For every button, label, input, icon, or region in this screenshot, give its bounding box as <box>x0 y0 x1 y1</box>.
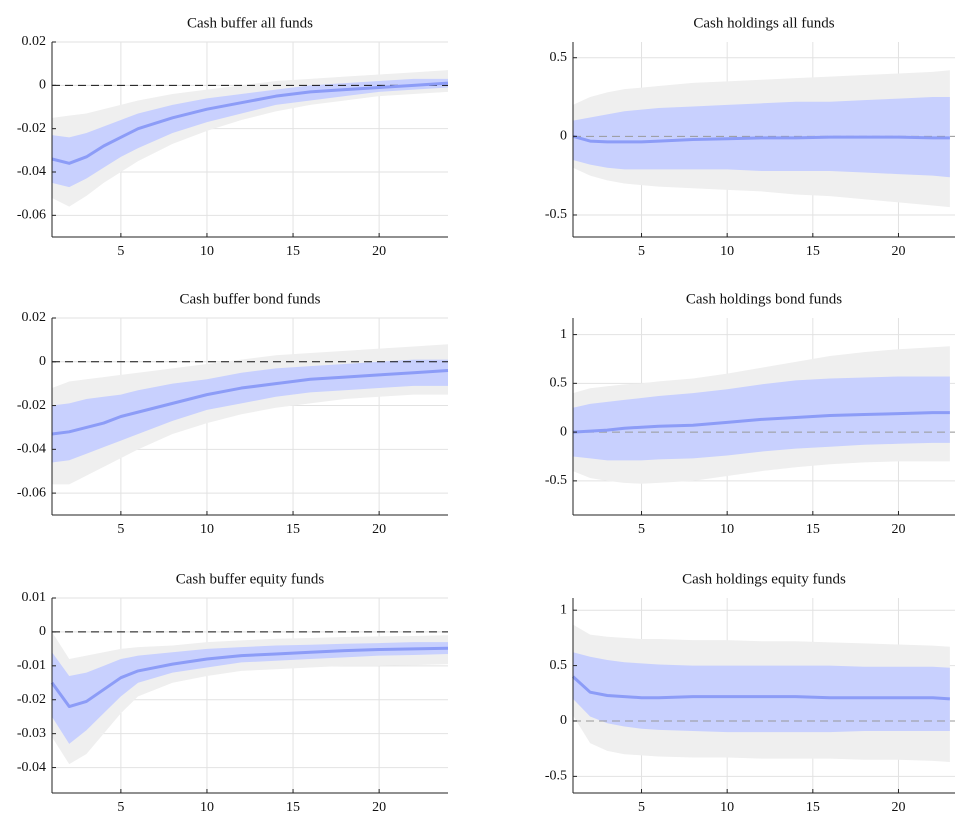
x-tick-label: 20 <box>891 800 905 815</box>
chart-title: Cash holdings all funds <box>693 15 834 31</box>
y-tick-label: -0.5 <box>545 473 567 488</box>
y-tick-label: -0.03 <box>17 726 46 741</box>
x-tick-label: 10 <box>720 800 734 815</box>
y-tick-label: 0.02 <box>22 310 47 325</box>
y-tick-label: 1 <box>560 602 567 617</box>
x-tick-label: 15 <box>806 522 820 537</box>
x-tick-label: 5 <box>638 800 645 815</box>
x-tick-label: 15 <box>806 800 820 815</box>
median-line <box>572 411 950 434</box>
x-tick-label: 5 <box>117 800 124 815</box>
chart-title: Cash buffer bond funds <box>180 291 321 307</box>
y-tick-label: -0.02 <box>17 121 46 136</box>
x-tick-label: 20 <box>891 522 905 537</box>
y-tick-label: -0.04 <box>17 164 46 179</box>
x-tick-label: 10 <box>720 522 734 537</box>
x-tick-label: 5 <box>638 522 645 537</box>
median-line <box>51 81 449 165</box>
x-tick-label: 10 <box>200 244 214 259</box>
x-tick-label: 5 <box>638 244 645 259</box>
x-tick-label: 15 <box>286 244 300 259</box>
y-tick-label: 0 <box>560 424 567 439</box>
y-tick-label: -0.02 <box>17 398 46 413</box>
x-tick-label: 15 <box>286 800 300 815</box>
y-tick-label: -0.02 <box>17 692 46 707</box>
x-tick-label: 10 <box>200 522 214 537</box>
y-tick-label: 0.02 <box>22 34 47 49</box>
median-line <box>50 646 449 709</box>
confidence-band <box>573 652 950 733</box>
y-tick-label: -0.01 <box>17 658 46 673</box>
y-tick-label: 0 <box>560 129 567 144</box>
y-tick-label: -0.04 <box>17 760 46 775</box>
chart-title: Cash holdings equity funds <box>682 571 846 587</box>
y-tick-label: 0 <box>39 354 46 369</box>
x-tick-label: 20 <box>372 800 386 815</box>
y-tick-label: 0.5 <box>550 50 568 65</box>
y-tick-label: 0.5 <box>550 658 568 673</box>
x-tick-label: 15 <box>286 522 300 537</box>
confidence-band <box>52 359 448 463</box>
x-tick-label: 20 <box>372 522 386 537</box>
y-tick-label: 0 <box>560 713 567 728</box>
y-tick-label: 0 <box>39 624 46 639</box>
y-tick-label: 0.01 <box>22 590 47 605</box>
median-line <box>572 134 950 144</box>
median-line <box>51 369 449 436</box>
x-tick-label: 5 <box>117 244 124 259</box>
y-tick-label: 0.5 <box>550 376 568 391</box>
chart-title: Cash holdings bond funds <box>686 291 842 307</box>
y-tick-label: -0.5 <box>545 207 567 222</box>
x-tick-label: 5 <box>117 522 124 537</box>
x-tick-label: 10 <box>720 244 734 259</box>
x-tick-label: 10 <box>200 800 214 815</box>
y-tick-label: -0.04 <box>17 442 46 457</box>
y-tick-label: 1 <box>560 327 567 342</box>
chart-title: Cash buffer equity funds <box>176 571 325 587</box>
median-line <box>571 675 950 701</box>
x-tick-label: 20 <box>891 244 905 259</box>
y-tick-label: 0 <box>39 78 46 93</box>
x-tick-label: 20 <box>372 244 386 259</box>
y-tick-label: -0.5 <box>545 769 567 784</box>
y-tick-label: -0.06 <box>17 485 46 500</box>
y-tick-label: -0.06 <box>17 208 46 223</box>
confidence-band <box>52 70 448 207</box>
x-tick-label: 15 <box>806 244 820 259</box>
chart-title: Cash buffer all funds <box>187 15 313 31</box>
